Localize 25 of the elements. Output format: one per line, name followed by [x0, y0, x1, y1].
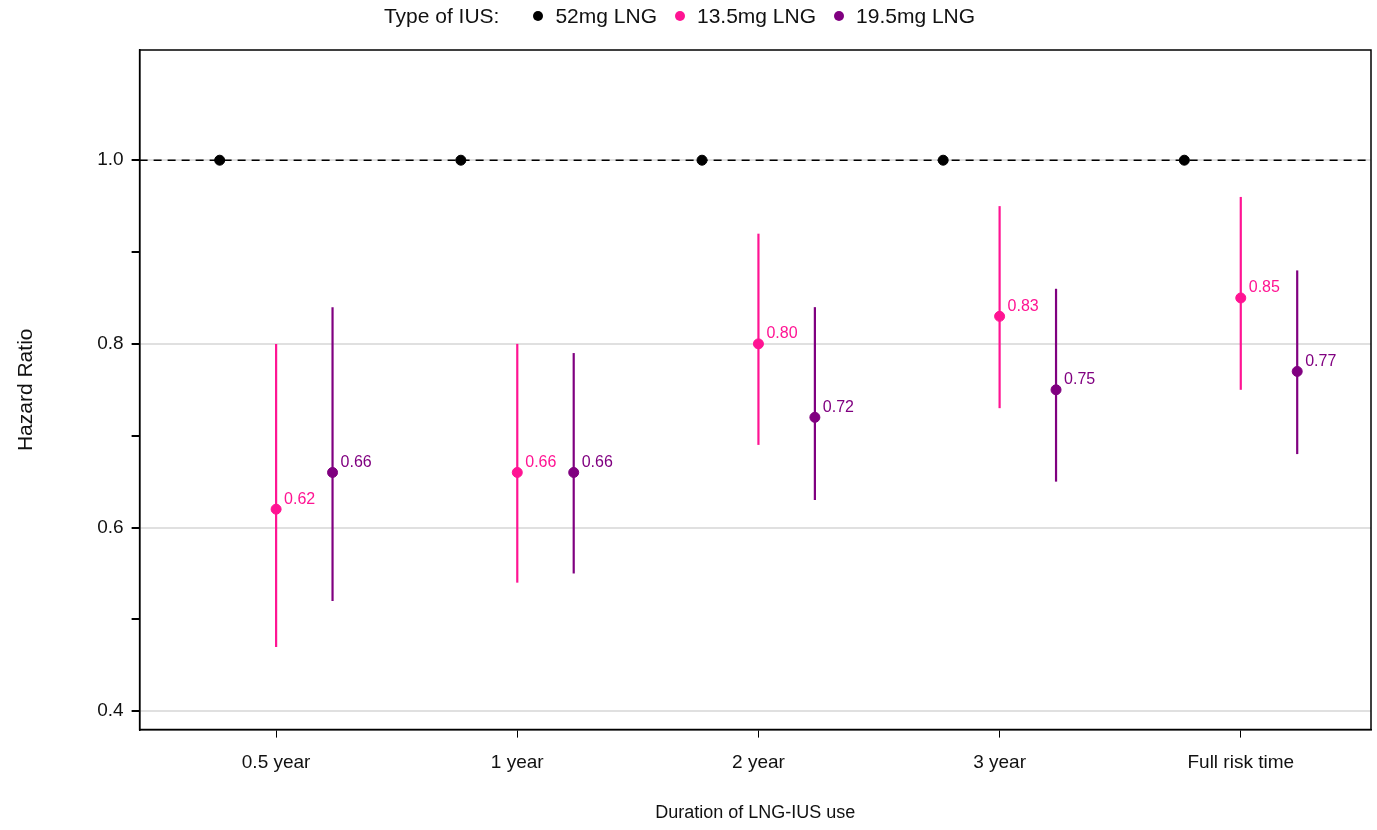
data-label: 0.75 [1064, 370, 1096, 388]
y-axis-title: Hazard Ratio [13, 328, 37, 452]
x-tick-label: 1 year [490, 751, 545, 773]
y-tick-label: 1.0 [97, 148, 124, 170]
x-tick-label: Full risk time [1187, 751, 1295, 773]
data-label: 0.77 [1305, 351, 1337, 369]
y-tick-label: 0.4 [97, 699, 125, 721]
data-label: 0.85 [1248, 278, 1281, 296]
x-tick-label: 3 year [973, 751, 1027, 773]
data-label: 0.66 [581, 452, 613, 470]
data-label: 0.72 [822, 397, 855, 415]
data-label: 0.66 [525, 452, 557, 470]
x-tick-label: 0.5 year [241, 751, 312, 773]
legend-label: 52mg LNG [555, 4, 657, 28]
data-label: 0.83 [1007, 296, 1039, 314]
legend-label: 19.5mg LNG [856, 4, 976, 28]
data-label: 0.80 [766, 324, 798, 342]
x-tick-label: 2 year [732, 751, 786, 773]
legend-label: 13.5mg LNG [696, 4, 817, 28]
legend-title: Type of IUS: [383, 4, 500, 28]
x-axis-title: Duration of LNG-IUS use [655, 802, 856, 823]
data-label: 0.66 [340, 452, 372, 470]
y-tick-label: 0.6 [97, 515, 124, 537]
y-tick-label: 0.8 [97, 332, 124, 354]
data-label: 0.62 [284, 489, 316, 507]
